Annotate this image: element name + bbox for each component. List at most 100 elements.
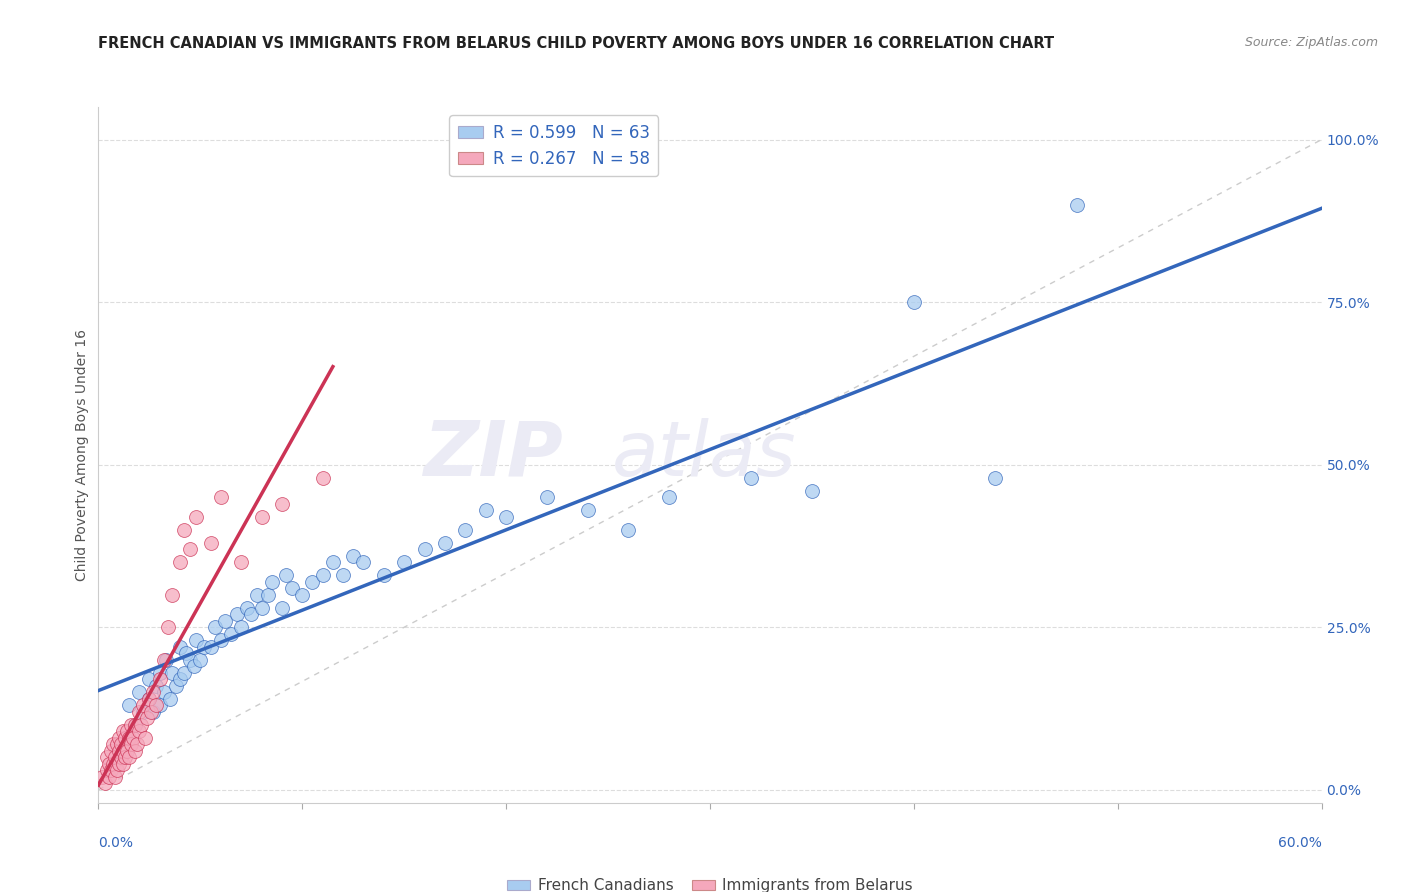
Point [111, 744, 134, 758]
Point [128, 724, 150, 739]
Point [97, 770, 120, 784]
Point [142, 685, 165, 699]
Point [270, 497, 294, 511]
Point [474, 503, 498, 517]
Point [186, 509, 208, 524]
Point [160, 665, 183, 680]
Point [141, 705, 163, 719]
Point [260, 574, 283, 589]
Point [301, 574, 323, 589]
Point [136, 711, 159, 725]
Point [118, 698, 141, 713]
Point [250, 600, 273, 615]
Point [97, 756, 120, 771]
Point [209, 490, 232, 504]
Point [134, 731, 156, 745]
Point [91, 770, 114, 784]
Point [138, 672, 160, 686]
Point [152, 685, 174, 699]
Point [312, 471, 335, 485]
Point [149, 698, 172, 713]
Point [105, 764, 128, 778]
Text: Source: ZipAtlas.com: Source: ZipAtlas.com [1244, 36, 1378, 49]
Point [165, 679, 187, 693]
Point [108, 756, 131, 771]
Point [129, 718, 152, 732]
Point [124, 718, 146, 732]
Point [156, 620, 179, 634]
Point [322, 555, 344, 569]
Point [274, 568, 297, 582]
Point [352, 555, 374, 569]
Point [100, 744, 122, 758]
Point [145, 679, 167, 693]
Point [118, 731, 141, 745]
Point [115, 724, 138, 739]
Point [204, 620, 226, 634]
Point [183, 659, 205, 673]
Text: 0.0%: 0.0% [98, 836, 134, 850]
Point [576, 503, 599, 517]
Point [115, 744, 138, 758]
Point [179, 653, 201, 667]
Point [174, 646, 197, 660]
Point [96, 764, 118, 778]
Point [246, 588, 269, 602]
Text: FRENCH CANADIAN VS IMMIGRANTS FROM BELARUS CHILD POVERTY AMONG BOYS UNDER 16 COR: FRENCH CANADIAN VS IMMIGRANTS FROM BELAR… [98, 36, 1054, 51]
Point [281, 581, 304, 595]
Point [127, 737, 149, 751]
Point [240, 607, 263, 622]
Point [138, 691, 160, 706]
Point [740, 471, 762, 485]
Point [111, 756, 134, 771]
Point [236, 600, 259, 615]
Point [120, 737, 142, 751]
Point [93, 776, 115, 790]
Point [984, 471, 1007, 485]
Point [231, 555, 253, 569]
Text: atlas: atlas [612, 418, 797, 491]
Point [122, 731, 145, 745]
Point [118, 750, 141, 764]
Point [142, 705, 165, 719]
Point [1066, 197, 1088, 211]
Point [159, 691, 181, 706]
Point [173, 665, 195, 680]
Point [149, 672, 172, 686]
Point [495, 509, 517, 524]
Point [138, 691, 160, 706]
Point [392, 555, 416, 569]
Point [270, 600, 294, 615]
Point [200, 640, 222, 654]
Point [231, 620, 253, 634]
Point [342, 549, 364, 563]
Point [149, 665, 172, 680]
Point [256, 588, 278, 602]
Point [110, 750, 132, 764]
Point [114, 731, 136, 745]
Point [188, 653, 212, 667]
Point [169, 640, 191, 654]
Point [120, 718, 142, 732]
Point [186, 633, 208, 648]
Point [108, 744, 131, 758]
Point [173, 523, 195, 537]
Text: ZIP: ZIP [423, 418, 564, 491]
Point [214, 614, 236, 628]
Y-axis label: Child Poverty Among Boys Under 16: Child Poverty Among Boys Under 16 [76, 329, 90, 581]
Point [250, 509, 273, 524]
Text: 60.0%: 60.0% [1278, 836, 1322, 850]
Point [104, 750, 127, 764]
Point [219, 626, 242, 640]
Point [801, 483, 824, 498]
Point [373, 568, 395, 582]
Point [105, 737, 128, 751]
Point [226, 607, 249, 622]
Point [124, 718, 146, 732]
Point [114, 750, 136, 764]
Legend: French Canadians, Immigrants from Belarus: French Canadians, Immigrants from Belaru… [501, 872, 920, 892]
Point [124, 744, 146, 758]
Point [658, 490, 681, 504]
Point [108, 731, 131, 745]
Point [132, 705, 155, 719]
